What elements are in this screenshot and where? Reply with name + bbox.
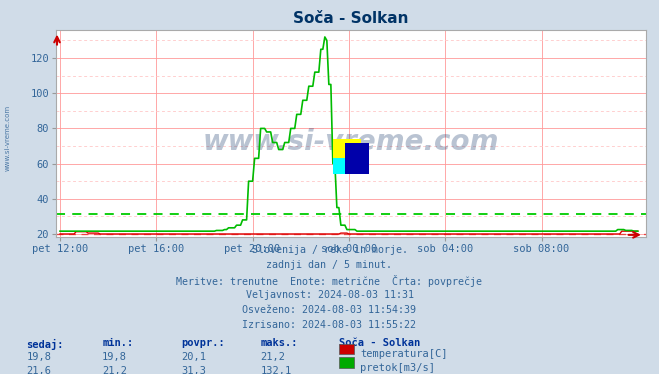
Text: pretok[m3/s]: pretok[m3/s] xyxy=(360,363,436,373)
Text: 19,8: 19,8 xyxy=(26,352,51,362)
Bar xyxy=(333,158,353,174)
Text: www.si-vreme.com: www.si-vreme.com xyxy=(203,128,499,156)
Text: Izrisano: 2024-08-03 11:55:22: Izrisano: 2024-08-03 11:55:22 xyxy=(243,320,416,330)
Text: zadnji dan / 5 minut.: zadnji dan / 5 minut. xyxy=(266,260,393,270)
Text: maks.:: maks.: xyxy=(260,338,298,349)
Bar xyxy=(345,142,369,174)
Text: Slovenija / reke in morje.: Slovenija / reke in morje. xyxy=(252,245,407,255)
Text: 21,2: 21,2 xyxy=(260,352,285,362)
Text: Veljavnost: 2024-08-03 11:31: Veljavnost: 2024-08-03 11:31 xyxy=(246,290,413,300)
Text: sedaj:: sedaj: xyxy=(26,338,64,349)
Text: Osveženo: 2024-08-03 11:54:39: Osveženo: 2024-08-03 11:54:39 xyxy=(243,305,416,315)
Text: 21,2: 21,2 xyxy=(102,366,127,374)
Text: www.si-vreme.com: www.si-vreme.com xyxy=(5,105,11,171)
Bar xyxy=(333,139,361,160)
Text: 31,3: 31,3 xyxy=(181,366,206,374)
Title: Soča - Solkan: Soča - Solkan xyxy=(293,11,409,26)
Text: 21,6: 21,6 xyxy=(26,366,51,374)
Text: min.:: min.: xyxy=(102,338,133,349)
Text: povpr.:: povpr.: xyxy=(181,338,225,349)
Text: 19,8: 19,8 xyxy=(102,352,127,362)
Text: Meritve: trenutne  Enote: metrične  Črta: povprečje: Meritve: trenutne Enote: metrične Črta: … xyxy=(177,275,482,287)
Text: Soča - Solkan: Soča - Solkan xyxy=(339,338,420,349)
Text: 20,1: 20,1 xyxy=(181,352,206,362)
Text: 132,1: 132,1 xyxy=(260,366,291,374)
Text: temperatura[C]: temperatura[C] xyxy=(360,349,448,359)
